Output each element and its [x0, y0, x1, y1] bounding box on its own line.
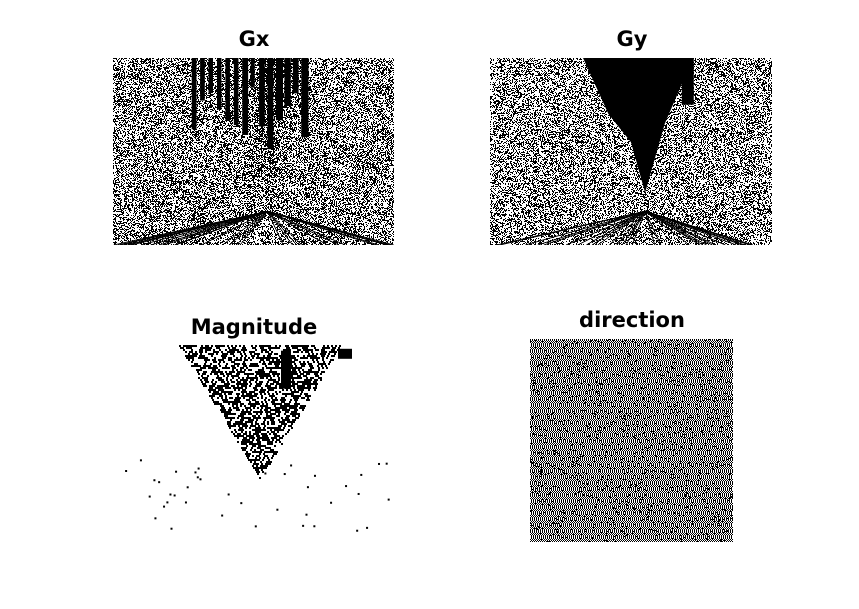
- panel-title-gy: Gy: [616, 27, 648, 51]
- gx-image: [113, 58, 394, 245]
- panel-title-magnitude: Magnitude: [190, 315, 318, 339]
- magnitude-image: [110, 345, 410, 535]
- panel-title-direction: direction: [579, 308, 685, 332]
- direction-image: [530, 339, 733, 542]
- gy-image: [490, 58, 772, 245]
- panel-title-gx: Gx: [238, 27, 270, 51]
